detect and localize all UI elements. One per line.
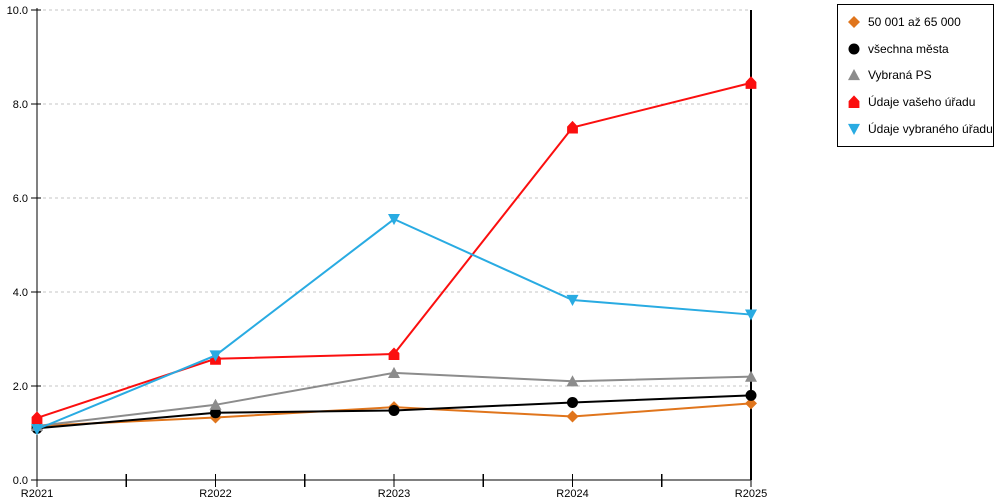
data-point-marker <box>210 407 221 419</box>
data-point-marker <box>31 411 43 424</box>
data-point-marker <box>745 370 757 382</box>
y-tick-label: 8.0 <box>13 99 28 111</box>
y-tick-label: 10.0 <box>7 5 28 17</box>
legend-item: všechna města <box>847 42 993 56</box>
data-point-marker <box>567 120 578 134</box>
data-point-marker <box>745 397 757 410</box>
data-point-marker <box>388 404 400 416</box>
legend-item: Vybraná PS <box>847 68 993 82</box>
legend-label: Vybraná PS <box>868 68 932 83</box>
triangle-down-legend-icon <box>848 123 860 135</box>
data-point-marker <box>388 214 400 226</box>
data-point-marker <box>745 309 757 321</box>
legend-label: Údaje vybraného úřadu <box>868 121 993 136</box>
data-point-marker <box>209 350 222 362</box>
y-tick-label: 4.0 <box>13 287 28 299</box>
triangle-up-legend-icon <box>848 69 860 81</box>
legend-label: Údaje vašeho úřadu <box>868 95 976 110</box>
data-point-marker <box>567 396 578 408</box>
data-point-marker <box>31 424 43 436</box>
y-tick-label: 0.0 <box>13 475 28 487</box>
data-point-marker <box>209 398 222 410</box>
x-tick-label: R2021 <box>21 488 53 500</box>
legend-item: Údaje vybraného úřadu <box>847 122 993 136</box>
pentagon-legend-icon <box>848 95 860 109</box>
circle-legend-icon <box>848 43 860 55</box>
data-point-marker <box>388 366 400 378</box>
chart-legend: 50 001 až 65 000 všechna města Vybraná PS Ú… <box>837 4 994 147</box>
x-tick-label: R2025 <box>735 488 767 500</box>
data-point-marker <box>566 375 579 387</box>
data-point-marker <box>745 389 757 401</box>
y-tick-label: 2.0 <box>13 381 28 393</box>
legend-item: Údaje vašeho úřadu <box>847 95 993 109</box>
data-point-marker <box>566 410 579 423</box>
legend-label: všechna města <box>868 41 949 56</box>
x-tick-label: R2023 <box>378 488 410 500</box>
series-line-4 <box>36 217 752 431</box>
data-point-marker <box>745 76 757 89</box>
x-tick-label: R2024 <box>556 488 588 500</box>
x-tick-label: R2022 <box>199 488 231 500</box>
data-point-marker <box>388 347 400 361</box>
legend-item: 50 001 až 65 000 <box>847 15 993 29</box>
y-tick-label: 6.0 <box>13 193 28 205</box>
data-point-marker <box>566 294 579 306</box>
diamond-legend-icon <box>848 16 860 29</box>
legend-label: 50 001 až 65 000 <box>868 15 961 30</box>
